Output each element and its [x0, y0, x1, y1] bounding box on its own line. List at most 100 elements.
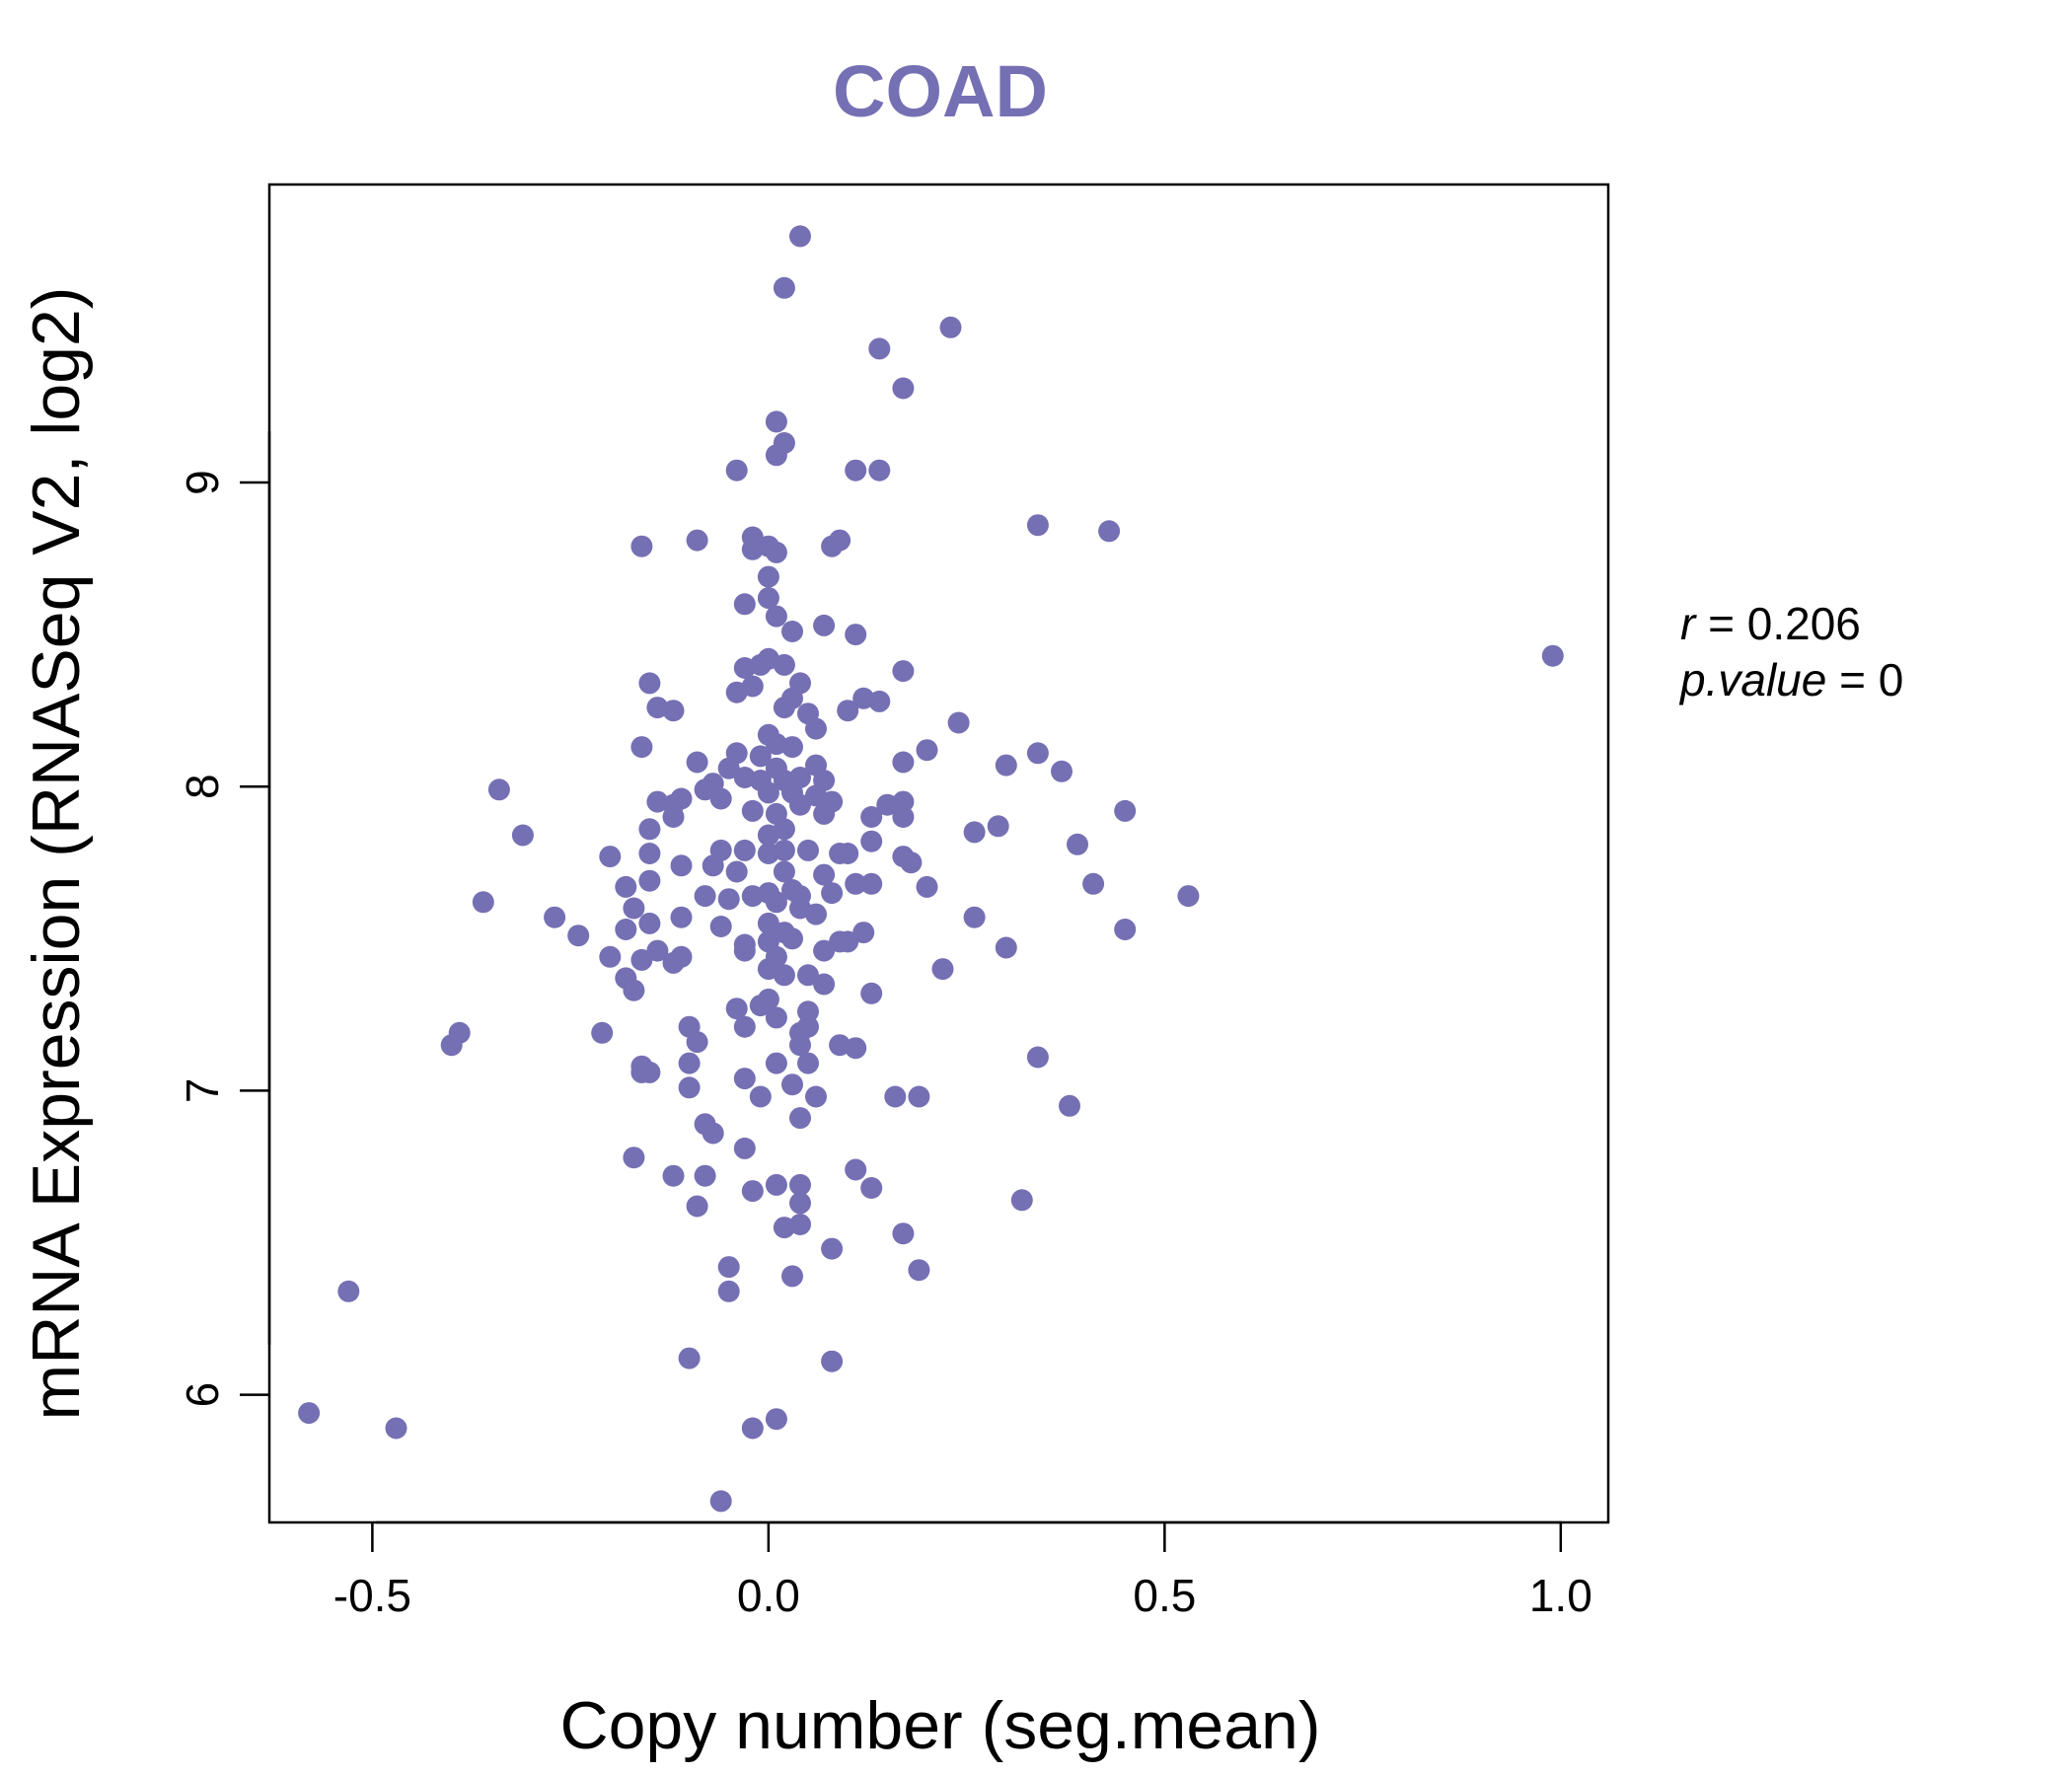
data-point	[686, 529, 708, 552]
data-point	[630, 535, 653, 557]
data-point	[931, 958, 954, 981]
stats-annotation: r = 0.206 p.value = 0	[1678, 598, 1903, 705]
data-point	[702, 1122, 724, 1145]
data-points	[298, 225, 1564, 1513]
data-point	[298, 1402, 321, 1425]
data-point	[789, 1173, 811, 1196]
x-tick-label: 0.5	[1133, 1570, 1196, 1621]
data-point	[805, 1085, 827, 1108]
data-point	[781, 927, 803, 950]
data-point	[1114, 799, 1137, 822]
data-point	[939, 316, 962, 338]
data-point	[623, 897, 645, 920]
data-point	[1010, 1189, 1033, 1212]
data-point	[868, 459, 891, 481]
data-point	[678, 1347, 701, 1369]
data-point	[845, 624, 867, 646]
data-point	[757, 781, 779, 804]
stat-p-equals: =	[1839, 654, 1879, 705]
data-point	[717, 757, 740, 779]
data-point	[709, 787, 732, 810]
data-point	[1541, 644, 1564, 667]
data-point	[638, 818, 661, 841]
data-point	[813, 863, 836, 886]
data-point	[892, 806, 915, 828]
plot-frame	[267, 183, 1610, 1524]
data-point	[678, 1052, 701, 1074]
data-point	[686, 751, 708, 774]
data-point	[765, 541, 787, 563]
data-point	[709, 916, 732, 937]
stat-p-value: 0	[1879, 654, 1904, 705]
data-point	[599, 846, 622, 868]
data-point	[733, 1015, 756, 1038]
data-point	[741, 538, 764, 560]
data-point	[741, 1180, 764, 1203]
y-axis-label: mRNA Expression (RNASeq V2, log2)	[19, 287, 94, 1421]
x-axis-label: Copy number (seg.mean)	[559, 1688, 1320, 1763]
data-point	[337, 1280, 360, 1302]
data-point	[440, 1034, 463, 1057]
data-point	[741, 799, 764, 822]
chart-title: COAD	[833, 50, 1048, 132]
data-point	[845, 1037, 867, 1060]
data-point	[599, 945, 622, 968]
data-point	[852, 922, 875, 944]
data-point	[765, 1408, 787, 1431]
data-point	[900, 851, 923, 874]
data-point	[987, 815, 1009, 838]
data-point	[773, 860, 795, 883]
data-point	[757, 587, 779, 610]
data-point	[765, 410, 787, 433]
data-point	[662, 1164, 685, 1187]
data-point	[623, 1147, 645, 1169]
data-point	[892, 790, 915, 813]
data-point	[860, 982, 883, 1004]
data-point	[805, 903, 827, 925]
data-point	[892, 377, 915, 400]
data-point	[1059, 1094, 1080, 1117]
data-point	[1114, 919, 1137, 940]
data-point	[765, 1052, 787, 1074]
data-point	[725, 681, 748, 703]
data-point	[860, 806, 883, 828]
y-tick-label: 8	[177, 774, 228, 799]
data-point	[860, 830, 883, 852]
data-point	[765, 605, 787, 628]
data-point	[797, 1052, 819, 1074]
data-point	[646, 939, 669, 962]
data-point	[725, 459, 748, 481]
data-point	[717, 1280, 740, 1302]
data-point	[813, 939, 836, 962]
data-point	[662, 806, 685, 828]
data-point	[733, 1068, 756, 1090]
data-point	[908, 1259, 930, 1282]
data-point	[916, 739, 938, 762]
data-point	[845, 1158, 867, 1181]
data-point	[472, 891, 494, 914]
data-point	[963, 906, 986, 928]
data-point	[765, 1006, 787, 1029]
data-point	[765, 444, 787, 467]
x-tick-label: 1.0	[1529, 1570, 1592, 1621]
data-point	[995, 936, 1017, 959]
y-axis: 6 7 8 9	[177, 431, 271, 1407]
data-point	[813, 614, 836, 636]
data-point	[813, 802, 836, 825]
data-point	[717, 888, 740, 911]
data-point	[947, 711, 970, 734]
data-point	[1067, 833, 1088, 855]
data-point	[678, 1076, 701, 1099]
data-point	[884, 1085, 907, 1108]
data-point	[733, 839, 756, 861]
data-point	[567, 925, 590, 947]
data-point	[638, 869, 661, 892]
data-point	[860, 1177, 883, 1199]
data-point	[1026, 514, 1049, 537]
data-point	[789, 1192, 811, 1215]
data-point	[638, 912, 661, 934]
data-point	[805, 717, 827, 740]
data-point	[725, 860, 748, 883]
data-point	[623, 979, 645, 1001]
